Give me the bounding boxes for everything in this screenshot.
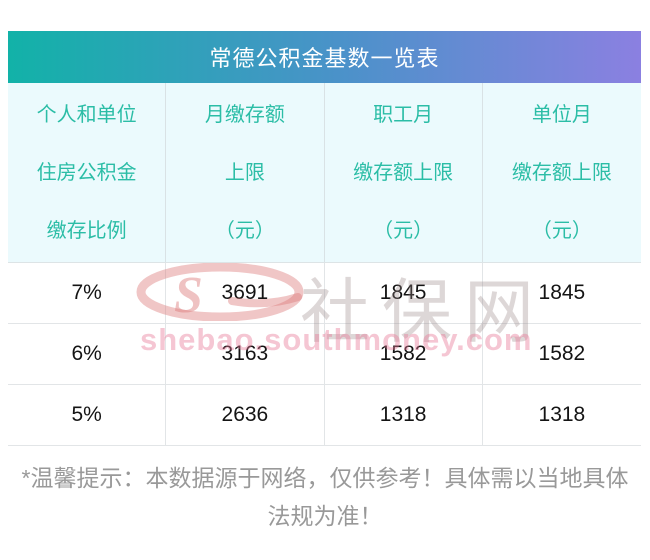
cell-ratio: 6% (8, 324, 167, 384)
cell-employer-cap: 1582 (538, 342, 586, 365)
header-cell-employee-cap: 职工月 缴存额上限 （元） (325, 83, 483, 262)
table-header-row: 个人和单位 住房公积金 缴存比例 月缴存额 上限 （元） 职工月 缴存额上限 （… (8, 83, 641, 263)
cell-monthly-cap: 3163 (166, 324, 325, 384)
table-title-bar: 常德公积金基数一览表 (8, 31, 641, 83)
header-cell-monthly-cap: 月缴存额 上限 （元） (166, 83, 325, 262)
cell-ratio: 7% (8, 263, 167, 323)
header-cell-employer-cap: 单位月 缴存额上限 （元） (511, 103, 612, 242)
cell-monthly-cap: 3691 (166, 263, 325, 323)
cell-employee-cap: 1845 (325, 263, 483, 323)
cell-ratio: 5% (8, 385, 167, 445)
table-title: 常德公积金基数一览表 (209, 46, 440, 71)
table-row: 6% 3163 1582 1582 (8, 324, 641, 385)
table-row: 5% 2636 1318 1318 (8, 385, 641, 446)
cell-employer-cap: 1318 (538, 403, 586, 426)
cell-employee-cap: 1582 (325, 324, 483, 384)
cell-employer-cap: 1845 (538, 281, 586, 304)
cell-employee-cap: 1318 (325, 385, 483, 445)
disclaimer-note: *温馨提示：本数据源于网络，仅供参考！具体需以当地具体法规为准！ (21, 465, 629, 529)
cell-monthly-cap: 2636 (166, 385, 325, 445)
table-row: 7% 3691 1845 1845 (8, 263, 641, 324)
fund-table: 常德公积金基数一览表 个人和单位 住房公积金 缴存比例 月缴存额 上限 （元） … (8, 31, 641, 446)
header-cell-ratio: 个人和单位 住房公积金 缴存比例 (8, 83, 167, 262)
